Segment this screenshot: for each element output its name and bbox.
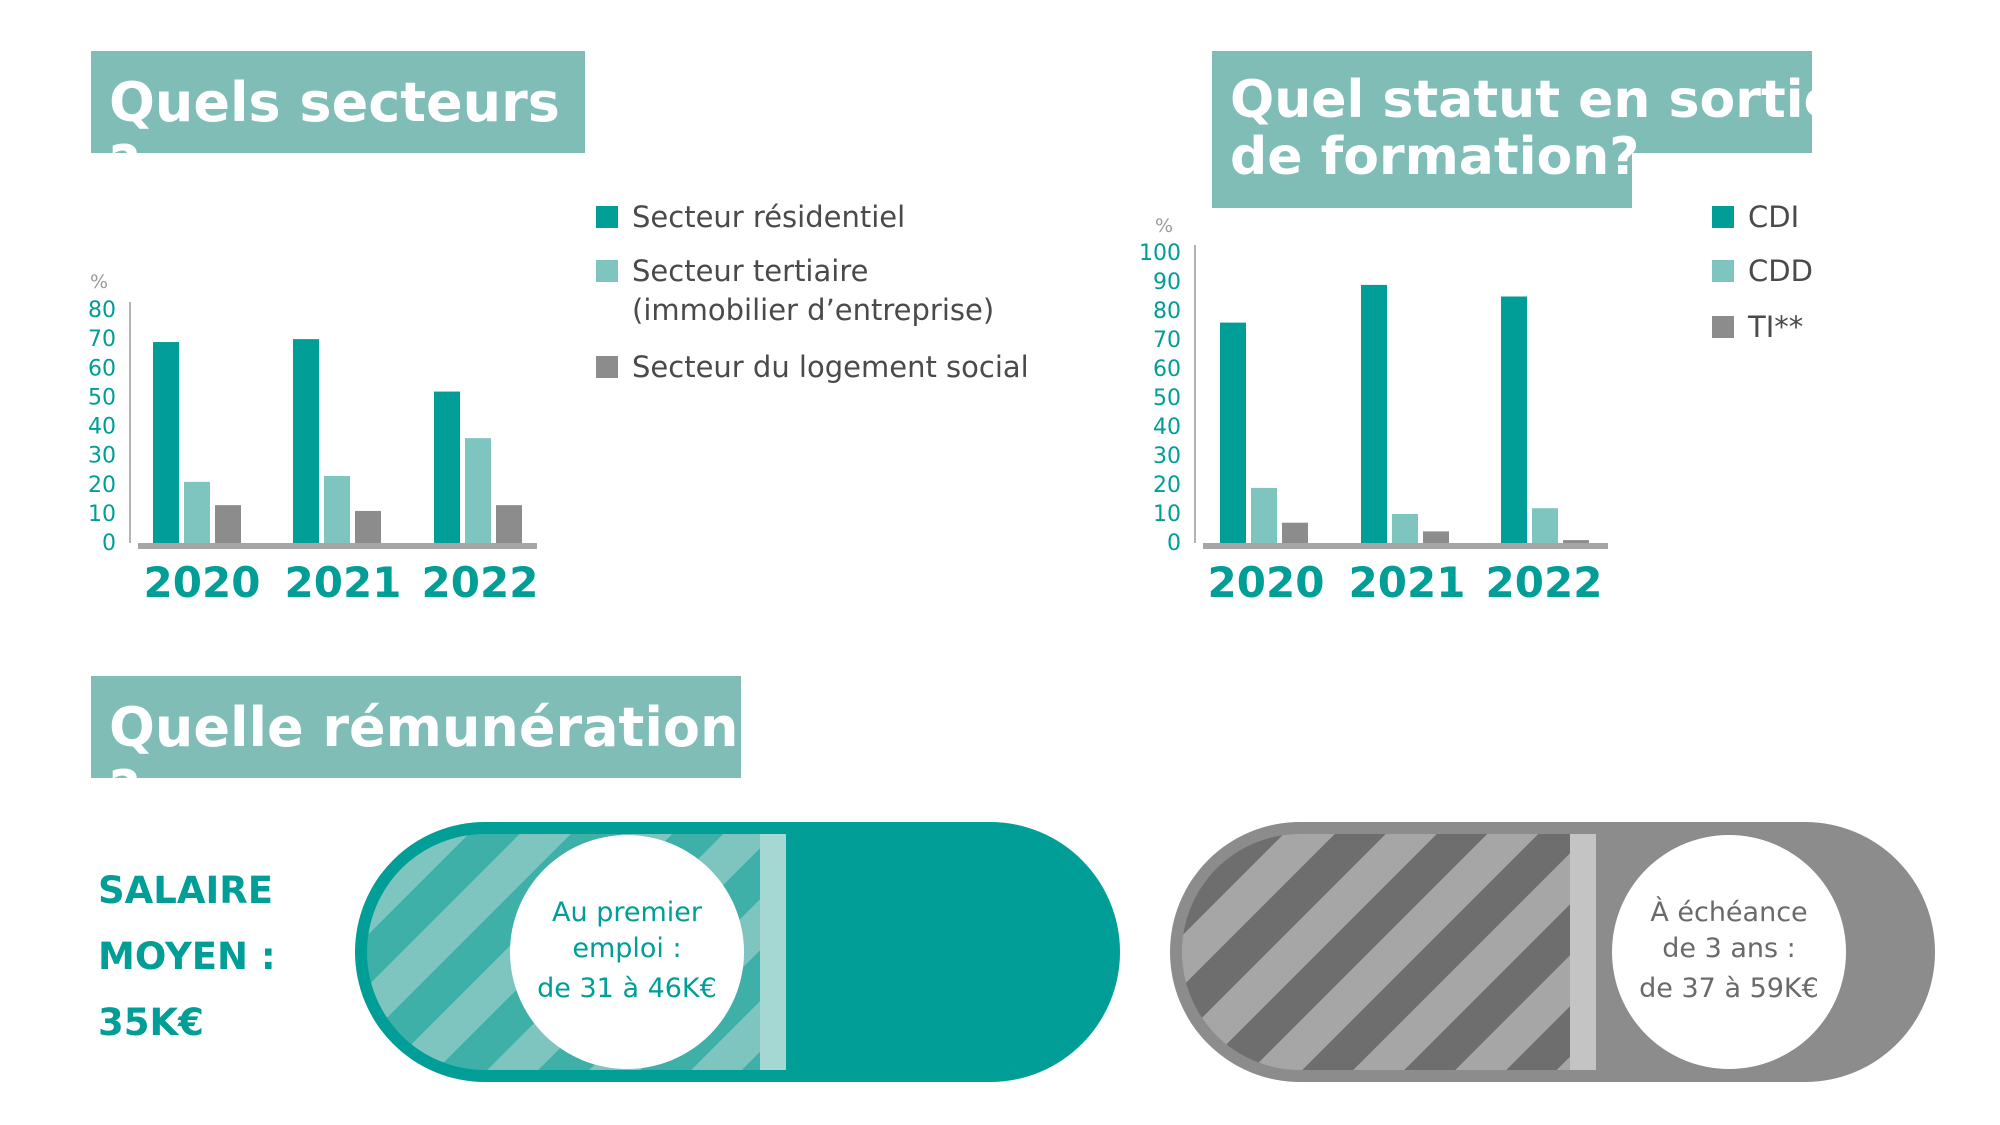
y-tick-label: 80	[88, 298, 116, 323]
x-category-label: 2021	[1349, 558, 1466, 607]
three-years-divider	[1570, 834, 1596, 1070]
bar	[184, 481, 210, 543]
bar	[1282, 522, 1308, 543]
bar	[496, 505, 522, 543]
x-category-label: 2022	[1486, 558, 1603, 607]
status-title-box	[1212, 51, 1812, 153]
legend-label: Secteur résidentiel	[632, 200, 906, 234]
bar	[1251, 487, 1277, 543]
x-category-label: 2021	[285, 558, 402, 607]
y-axis-unit: %	[90, 271, 108, 293]
bar	[324, 476, 350, 543]
three-years-circle: À échéance de 3 ans : de 37 à 59K€	[1612, 835, 1846, 1069]
y-tick-label: 50	[1153, 386, 1181, 411]
legend-label: Secteur tertiaire (immobilier d’entrepri…	[632, 254, 995, 327]
first-job-line-2: emploi :	[572, 933, 682, 964]
legend-label: TI**	[1748, 310, 1804, 344]
y-tick-label: 70	[88, 327, 116, 352]
three-years-stripes	[1182, 834, 1582, 1070]
y-tick-label: 60	[1153, 357, 1181, 382]
y-tick-label: 10	[1153, 502, 1181, 527]
three-years-range: de 37 à 59K€	[1639, 973, 1819, 1004]
y-tick-label: 50	[88, 385, 116, 410]
y-axis-unit: %	[1155, 215, 1173, 237]
bar	[1220, 322, 1246, 543]
bar	[153, 342, 179, 543]
pay-title-box: Quelle rémunération ?	[91, 676, 741, 822]
bar	[1501, 296, 1527, 543]
x-category-label: 2020	[144, 558, 261, 607]
bar	[293, 339, 319, 543]
legend-swatch	[596, 356, 618, 378]
y-tick-label: 0	[102, 531, 116, 556]
three-years-line-2: de 3 ans :	[1662, 933, 1796, 964]
first-job-circle: Au premier emploi : de 31 à 46K€	[510, 835, 744, 1069]
salary-line-3: 35K€	[98, 1001, 204, 1044]
x-category-label: 2020	[1208, 558, 1325, 607]
bar	[355, 510, 381, 543]
first-job-range: de 31 à 46K€	[537, 973, 717, 1004]
legend-swatch	[1712, 316, 1734, 338]
bar	[1532, 508, 1558, 543]
y-tick-label: 20	[1153, 473, 1181, 498]
y-tick-label: 80	[1153, 299, 1181, 324]
y-tick-label: 20	[88, 473, 116, 498]
first-job-divider	[760, 834, 786, 1070]
bar	[1563, 540, 1589, 543]
y-tick-label: 90	[1153, 270, 1181, 295]
y-tick-label: 60	[88, 356, 116, 381]
legend-label: CDI	[1748, 200, 1800, 234]
first-job-line-1: Au premier	[552, 897, 702, 928]
salary-line-2: MOYEN :	[98, 935, 276, 978]
y-tick-label: 100	[1139, 241, 1181, 266]
legend-label: Secteur du logement social	[632, 350, 1029, 384]
salary-line-1: SALAIRE	[98, 869, 274, 912]
legend-swatch	[596, 206, 618, 228]
three-years-line-1: À échéance	[1650, 897, 1808, 928]
x-axis-baseline	[138, 543, 537, 549]
y-tick-label: 70	[1153, 328, 1181, 353]
pay-title: Quelle rémunération ?	[109, 696, 739, 822]
y-tick-label: 40	[1153, 415, 1181, 440]
y-tick-label: 30	[1153, 444, 1181, 469]
x-axis-baseline	[1203, 543, 1608, 549]
bar	[1423, 531, 1449, 543]
status-title-box-lower	[1212, 140, 1632, 208]
charts-canvas: % 0 10 20 30 40 50 60 70 80 2020 2021 2022% 0 10 20 30 40…	[88, 215, 1608, 607]
legend-swatch	[1712, 260, 1734, 282]
sectors-title: Quels secteurs ?	[109, 71, 560, 197]
bar	[215, 505, 241, 543]
y-tick-label: 40	[88, 415, 116, 440]
average-salary: SALAIRE MOYEN : 35K€	[98, 858, 276, 1056]
legend-swatch	[596, 260, 618, 282]
y-tick-label: 10	[88, 502, 116, 527]
status-title: Quel statut en sortie de formation?	[1230, 70, 1839, 187]
bar	[1361, 284, 1387, 543]
legend-swatch	[1712, 206, 1734, 228]
bar	[465, 438, 491, 543]
sectors-title-box: Quels secteurs ?	[91, 51, 585, 197]
legend-label: CDD	[1748, 254, 1813, 288]
x-category-label: 2022	[422, 558, 539, 607]
y-tick-label: 0	[1167, 531, 1181, 556]
bar	[1392, 514, 1418, 543]
y-tick-label: 30	[88, 444, 116, 469]
bar	[434, 391, 460, 543]
